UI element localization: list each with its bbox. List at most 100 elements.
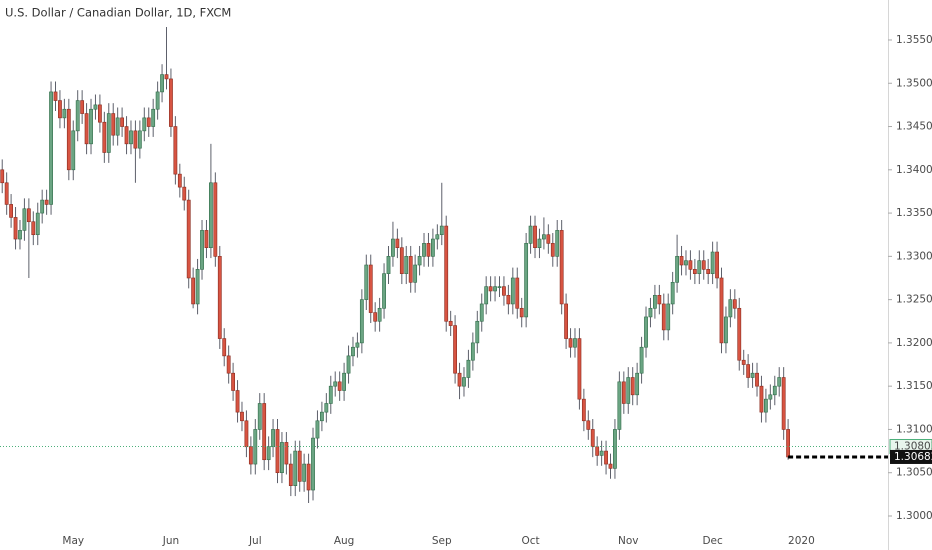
candle-body [351,346,355,357]
candle-body [182,186,187,201]
candle-body [692,269,697,274]
candle-body [89,108,93,145]
candle-body [581,398,586,422]
candle-body [728,299,733,318]
candle-body [528,225,533,244]
candle-body [741,359,746,365]
y-tick-label: 1.32500 [896,294,932,306]
y-tick-label: 1.30000 [896,510,932,522]
candle-body [639,346,644,374]
last-price-label: 1.30682 [894,451,932,463]
candle-body [599,450,604,456]
candle-body [710,251,715,274]
x-tick-label: Jul [248,535,262,547]
x-tick-label: May [62,535,84,547]
candle-body [359,299,364,344]
candle-body [391,238,395,257]
candle-body [18,230,22,240]
candle-body [493,286,497,292]
reference-label: 1.30803 [894,440,932,452]
candle-body [768,394,773,400]
candle-body [4,182,9,205]
candle-body [337,381,342,391]
candle-body [466,359,471,378]
candle-body [106,113,111,153]
candle-body [413,264,418,283]
candle-body [266,446,271,461]
candle-body [66,108,71,171]
candle-body [670,282,675,305]
candle-body [595,446,600,456]
candle-body [204,230,209,248]
x-tick-label: Jun [162,535,179,547]
candle-body [262,403,267,461]
candle-body [124,126,129,145]
candle-body [164,74,169,80]
candle-body [537,238,542,248]
candle-body [515,277,520,309]
candle-body [555,230,560,257]
x-tick-label: 2020 [788,535,815,547]
candle-body [342,372,346,391]
candle-body [755,372,759,387]
candle-body [293,450,298,486]
candle-body [444,225,449,322]
candle-body [577,338,582,400]
candle-body [93,104,98,110]
candle-body [724,316,728,344]
candle-body [626,377,631,404]
candle-body [373,312,378,322]
y-tick-label: 1.33000 [896,250,932,262]
candle-body [772,385,777,396]
candle-body [169,78,173,127]
candle-body [53,91,58,101]
candle-body [484,286,489,305]
candle-body [506,294,511,305]
candle-body [177,173,182,188]
candle-body [759,385,764,413]
candle-body [422,243,426,257]
candle-body [346,355,351,374]
y-tick-label: 1.35500 [896,34,932,46]
candle-body [226,355,231,374]
candle-body [137,130,142,149]
candle-body [235,390,240,413]
candle-body [457,372,462,387]
candle-body [62,108,67,119]
x-tick-label: Sep [432,535,452,547]
candle-body [44,199,49,205]
candle-body [324,403,329,413]
candle-body [661,303,666,331]
y-tick-label: 1.31500 [896,380,932,392]
candle-body [288,463,293,486]
candle-body [80,100,85,114]
y-tick-label: 1.34500 [896,121,932,133]
candle-body [706,269,711,274]
candle-body [71,130,76,171]
candle-body [621,381,626,404]
candle-body [648,307,653,318]
candle-body [533,225,537,248]
candle-body [453,325,457,374]
candle-body [302,463,307,482]
candle-body [510,277,515,305]
candle-body [129,130,133,145]
candle-body [608,463,613,469]
candle-body [26,208,31,223]
candle-body [222,338,227,357]
candle-body [382,273,386,309]
candle-body [31,221,36,236]
candle-body [684,260,688,266]
x-tick-label: Dec [702,535,723,547]
candle-body [719,277,724,344]
candle-body [328,385,333,404]
candle-body [399,247,404,274]
candle-body [275,429,280,474]
candle-body [333,381,338,387]
candle-body [120,117,124,127]
candle-body [644,316,648,348]
candle-body [271,429,275,448]
candle-body [315,420,320,439]
candle-body [213,182,218,257]
y-tick-label: 1.30500 [896,467,932,479]
